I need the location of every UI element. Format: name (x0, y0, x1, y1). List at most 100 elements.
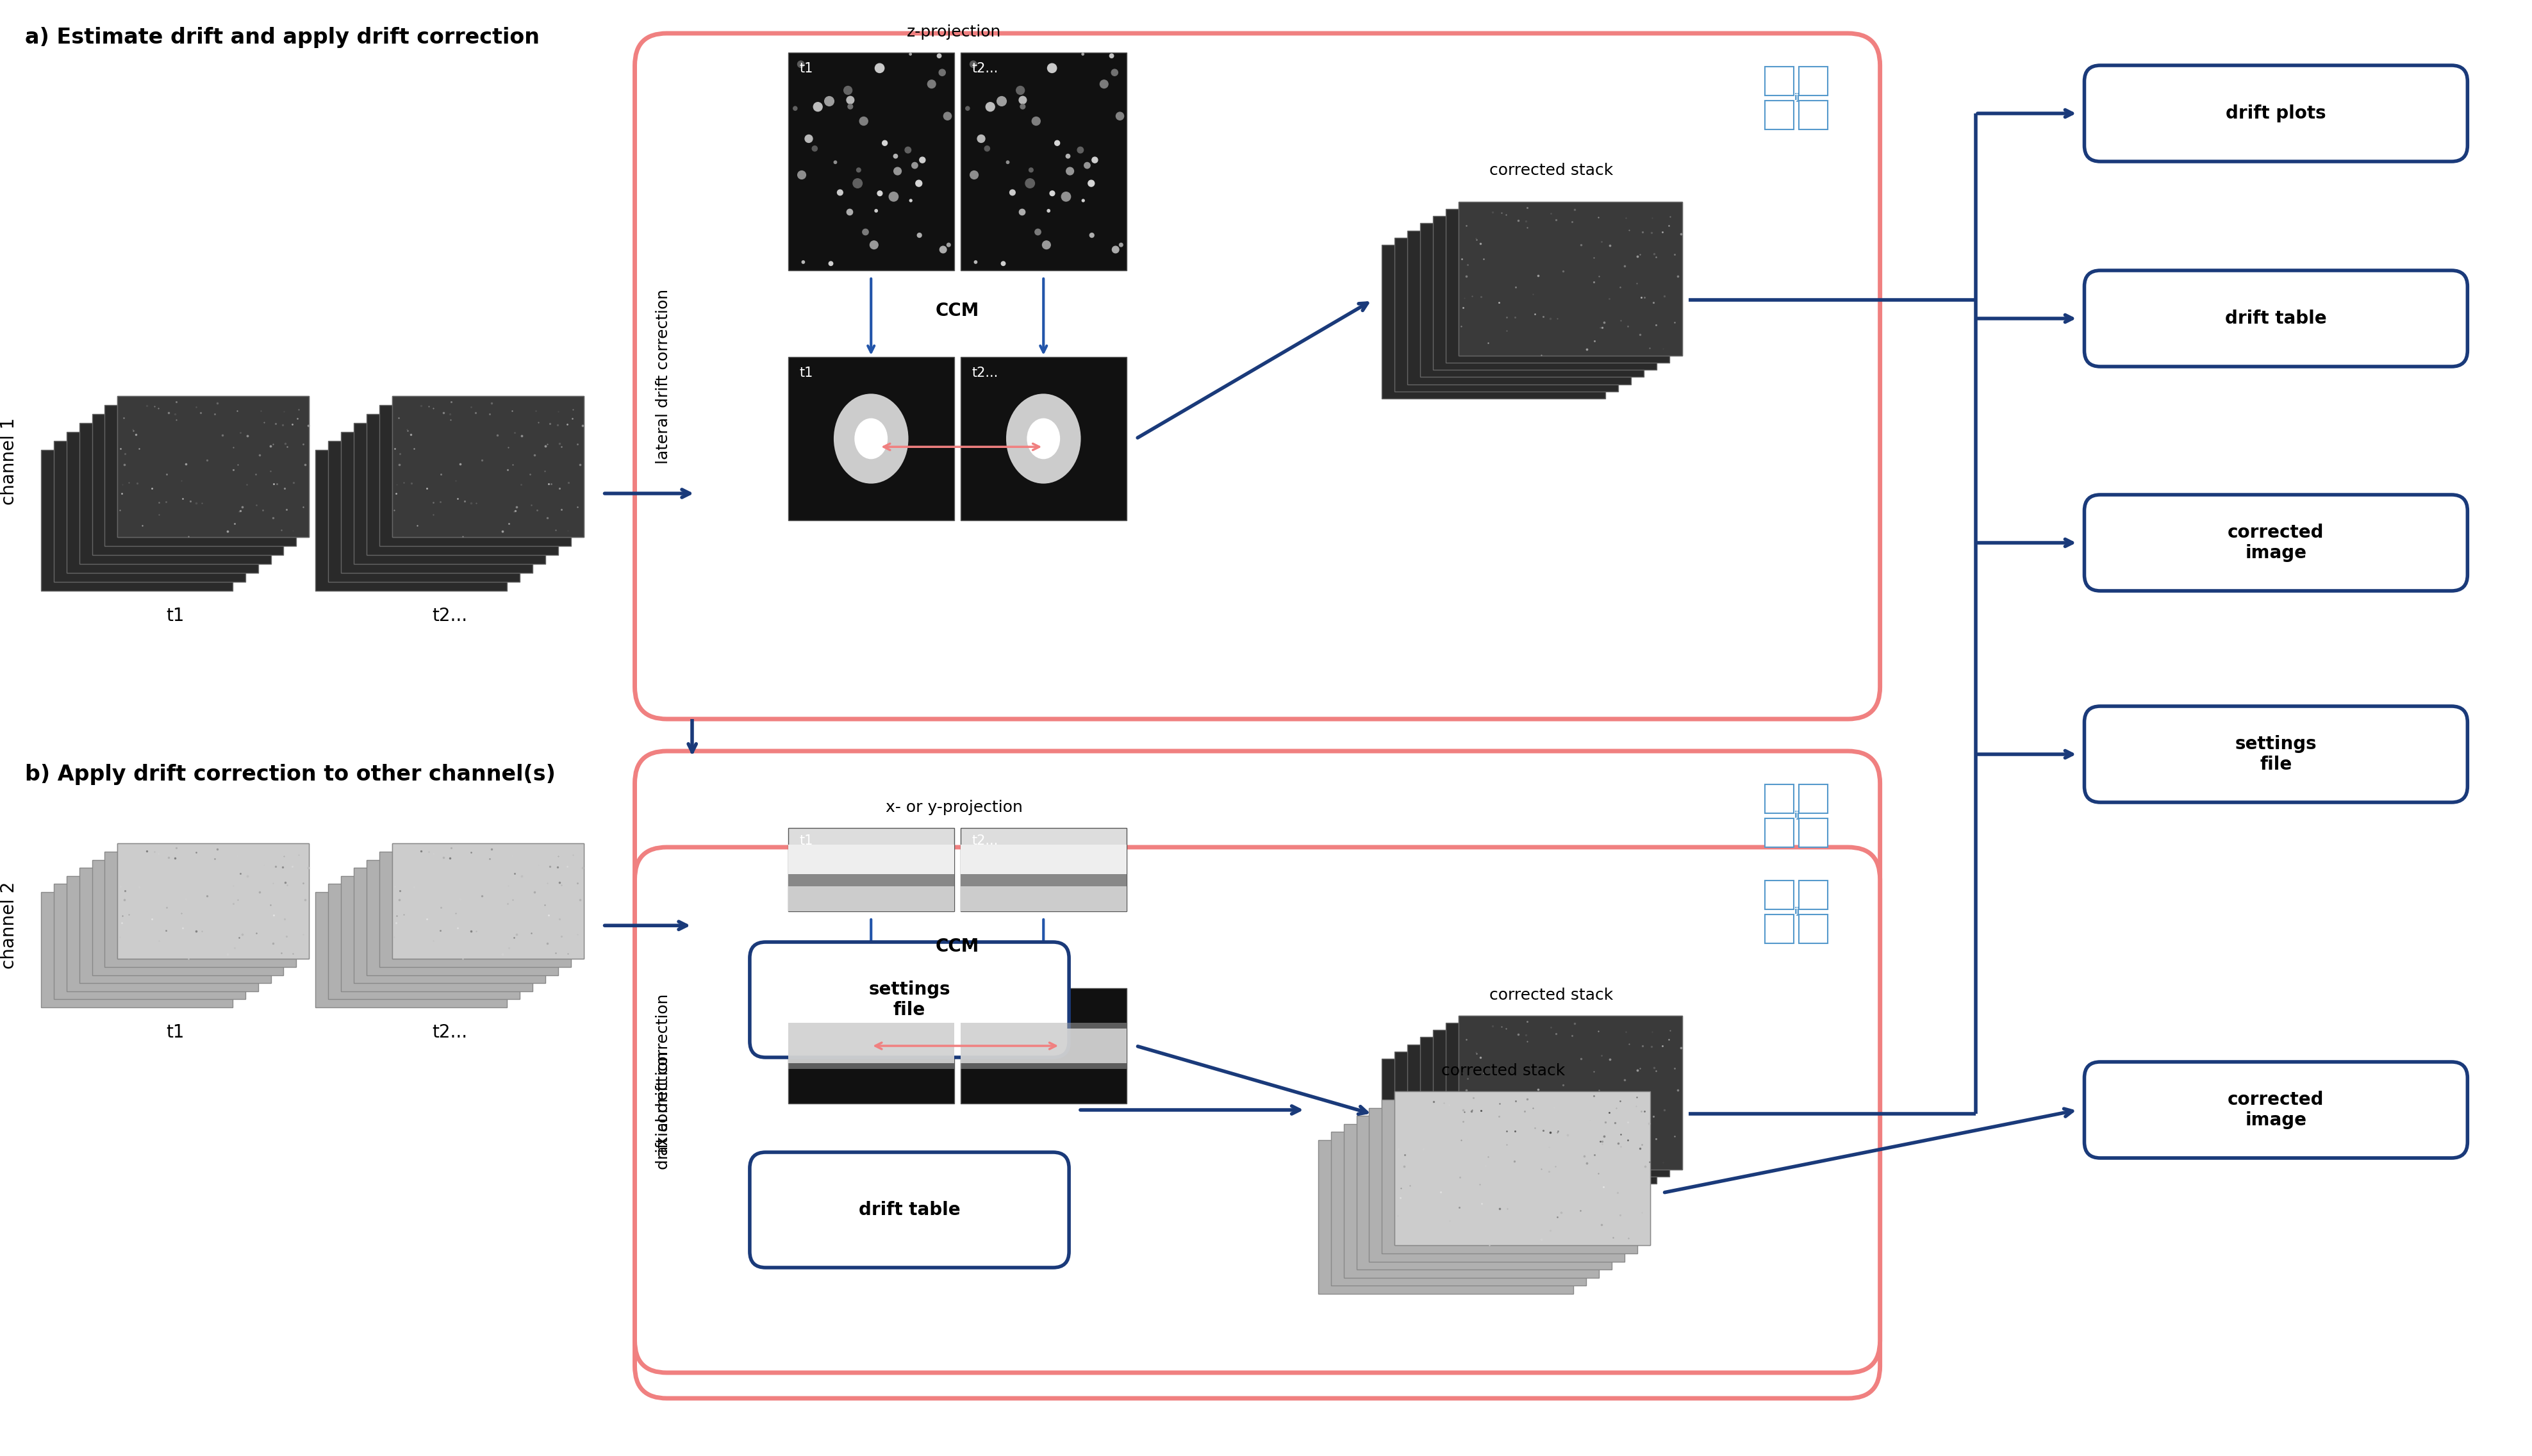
Bar (1458, 1016, 1681, 1169)
Circle shape (1018, 96, 1025, 103)
Text: ij: ij (1795, 811, 1800, 820)
Circle shape (1020, 210, 1025, 215)
Bar (1382, 1059, 1605, 1213)
Text: CCM: CCM (934, 301, 980, 319)
Bar (116, 843, 309, 960)
Text: t1: t1 (800, 367, 813, 380)
Bar (78, 422, 271, 563)
Bar (380, 405, 570, 546)
Bar (380, 852, 570, 967)
Bar (787, 1028, 955, 1063)
Bar (960, 887, 1127, 911)
Circle shape (874, 210, 879, 213)
Circle shape (798, 61, 805, 67)
Bar (960, 874, 1127, 887)
Bar (41, 450, 233, 591)
Bar (1765, 881, 1793, 910)
Circle shape (1066, 154, 1071, 159)
Text: CCM: CCM (934, 938, 980, 955)
Circle shape (1033, 116, 1041, 125)
Bar (342, 432, 532, 572)
Circle shape (881, 140, 886, 146)
Circle shape (838, 189, 843, 195)
Bar (1798, 67, 1828, 96)
Circle shape (917, 233, 922, 237)
Bar (1765, 818, 1793, 847)
Circle shape (848, 103, 853, 109)
Text: settings
file: settings file (2236, 735, 2317, 773)
Text: channel 1: channel 1 (0, 418, 18, 505)
Bar (1458, 202, 1681, 355)
Text: ij: ij (1795, 93, 1800, 102)
Circle shape (805, 135, 813, 143)
Bar (392, 843, 585, 960)
Bar (787, 989, 955, 1104)
Bar (41, 893, 233, 1008)
Circle shape (947, 243, 949, 246)
Text: t2...: t2... (972, 834, 998, 847)
Bar (354, 422, 544, 563)
Bar (1408, 1044, 1631, 1198)
Circle shape (1028, 167, 1033, 172)
Bar (960, 52, 1127, 271)
Circle shape (1109, 54, 1114, 58)
Bar (1370, 1108, 1626, 1261)
Bar (1420, 1037, 1643, 1191)
Bar (1357, 1115, 1613, 1270)
FancyBboxPatch shape (749, 942, 1069, 1057)
Circle shape (1119, 243, 1122, 246)
Circle shape (894, 167, 901, 175)
Circle shape (1099, 80, 1109, 89)
Bar (53, 884, 246, 999)
Text: corrected
image: corrected image (2228, 524, 2324, 562)
Bar (787, 828, 955, 911)
Bar (1382, 1099, 1638, 1254)
Bar (116, 843, 309, 960)
Circle shape (1056, 140, 1061, 146)
Bar (1798, 818, 1828, 847)
Circle shape (1025, 179, 1036, 188)
Circle shape (939, 70, 944, 76)
Bar (392, 843, 585, 960)
Circle shape (977, 135, 985, 143)
Bar (1458, 202, 1681, 355)
Circle shape (965, 106, 970, 111)
Circle shape (846, 96, 853, 103)
Ellipse shape (1028, 418, 1061, 459)
Circle shape (793, 106, 798, 111)
Text: drift table: drift table (2226, 310, 2327, 328)
Circle shape (917, 181, 922, 186)
Bar (1420, 223, 1643, 377)
Bar (329, 441, 519, 582)
Bar (1798, 881, 1828, 910)
Bar (787, 887, 955, 911)
Bar (91, 414, 284, 555)
Bar (1446, 1022, 1669, 1176)
Text: axial drift correction: axial drift correction (656, 994, 671, 1156)
Ellipse shape (833, 393, 909, 483)
Circle shape (1010, 189, 1015, 195)
Bar (1395, 1092, 1651, 1245)
FancyBboxPatch shape (636, 751, 1881, 1398)
Text: settings
file: settings file (868, 980, 949, 1019)
Circle shape (1005, 160, 1010, 163)
Bar (787, 874, 955, 887)
Circle shape (1112, 70, 1119, 76)
Circle shape (1015, 86, 1025, 95)
Text: drift plots: drift plots (2226, 105, 2327, 122)
Bar (392, 396, 585, 537)
FancyBboxPatch shape (2084, 66, 2469, 162)
Bar (1458, 1016, 1681, 1169)
Circle shape (833, 160, 836, 163)
Circle shape (1066, 167, 1074, 175)
Text: ij: ij (1795, 907, 1800, 916)
Circle shape (798, 170, 805, 179)
Circle shape (904, 147, 912, 153)
Circle shape (1048, 64, 1056, 73)
Circle shape (876, 64, 884, 73)
Bar (960, 828, 1127, 911)
Text: b) Apply drift correction to other channel(s): b) Apply drift correction to other chann… (25, 764, 555, 785)
Circle shape (1112, 246, 1119, 253)
Bar (316, 893, 506, 1008)
Text: a) Estimate drift and apply drift correction: a) Estimate drift and apply drift correc… (25, 26, 539, 48)
